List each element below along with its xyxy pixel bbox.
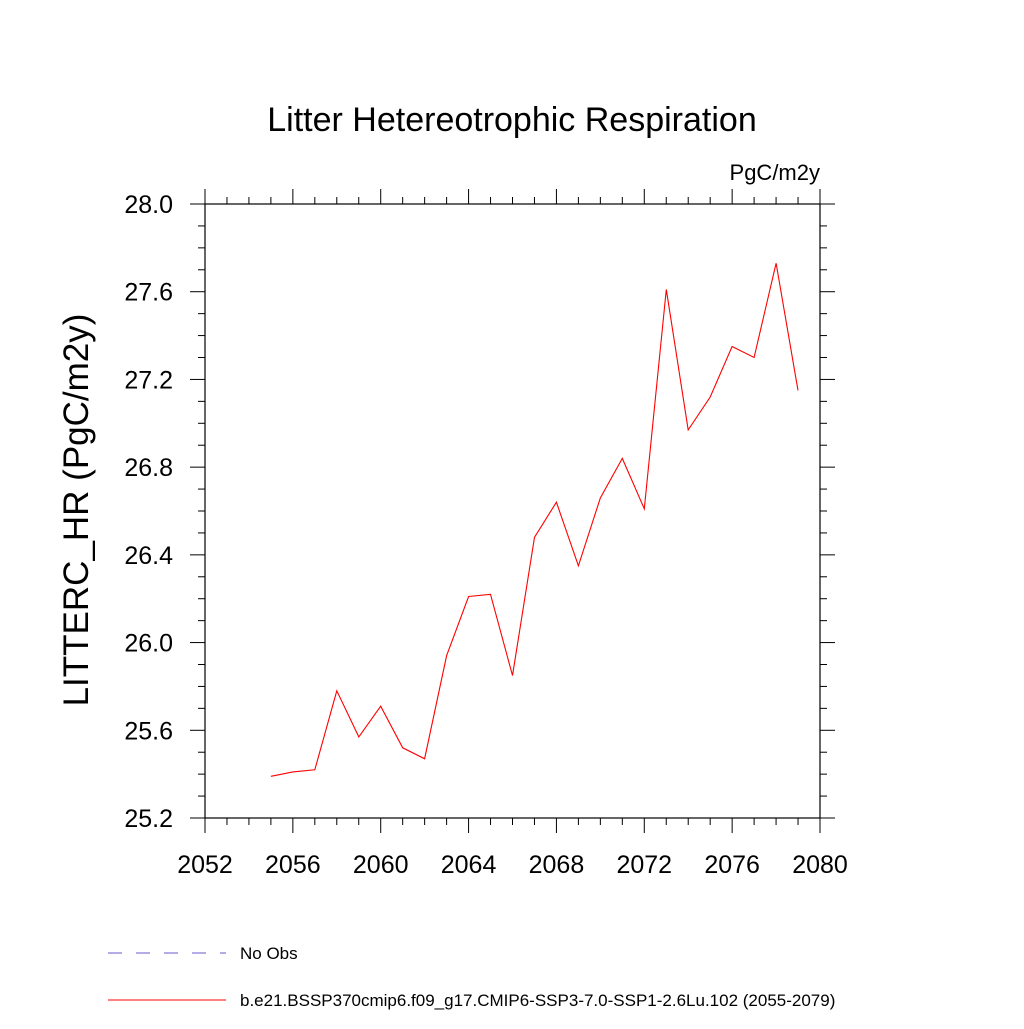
x-tick-label: 2056	[265, 851, 321, 879]
legend-label-1: b.e21.BSSP370cmip6.f09_g17.CMIP6-SSP3-7.…	[240, 991, 835, 1010]
y-axis-label: LITTERC_HR (PgC/m2y)	[57, 314, 96, 707]
y-tick-label: 25.2	[124, 805, 173, 833]
data-point	[270, 776, 271, 777]
x-tick-label: 2052	[177, 851, 233, 879]
y-tick-label: 26.8	[124, 454, 173, 482]
data-point	[666, 289, 667, 290]
y-tick-label: 26.0	[124, 630, 173, 658]
data-point	[578, 565, 579, 566]
data-point	[292, 771, 293, 772]
units-label: PgC/m2y	[730, 160, 820, 185]
data-point	[600, 497, 601, 498]
y-tick-label: 27.6	[124, 279, 173, 307]
data-point	[402, 747, 403, 748]
data-point	[775, 263, 776, 264]
y-tick-label: 26.4	[124, 542, 173, 570]
x-tick-label: 2064	[441, 851, 497, 879]
data-point	[358, 736, 359, 737]
series-line-0	[270, 263, 799, 777]
x-tick-label: 2072	[616, 851, 672, 879]
data-point	[797, 390, 798, 391]
plot-frame	[204, 203, 821, 819]
data-point	[336, 690, 337, 691]
data-point	[380, 706, 381, 707]
data-point	[512, 675, 513, 676]
y-tick-label: 25.6	[124, 717, 173, 745]
x-tick-label: 2080	[792, 851, 848, 879]
data-point	[446, 655, 447, 656]
y-axis-ticks: 25.2 25.6 26.0 26.4 26.8 27.2 27.6 28.0	[124, 191, 835, 833]
legend: No Obs b.e21.BSSP370cmip6.f09_g17.CMIP6-S…	[108, 944, 835, 1010]
legend-label-0: No Obs	[240, 944, 298, 963]
data-point	[556, 502, 557, 503]
data-point	[688, 429, 689, 430]
data-point	[732, 346, 733, 347]
data-point	[468, 596, 469, 597]
data-point	[314, 769, 315, 770]
data-point	[622, 458, 623, 459]
y-tick-label: 28.0	[124, 191, 173, 219]
data-point	[534, 537, 535, 538]
y-tick-label: 27.2	[124, 366, 173, 394]
data-point	[490, 594, 491, 595]
data-point	[754, 357, 755, 358]
chart-title: Litter Hetereotrophic Respiration	[267, 101, 756, 139]
x-axis-ticks: 2052 2056 2060 2064 2068 2072 2076 2080	[177, 189, 848, 879]
data-point	[710, 396, 711, 397]
data-point	[644, 508, 645, 509]
data-point	[424, 758, 425, 759]
x-tick-label: 2060	[353, 851, 409, 879]
x-tick-label: 2068	[529, 851, 585, 879]
x-tick-label: 2076	[704, 851, 760, 879]
series-layer	[270, 263, 799, 777]
